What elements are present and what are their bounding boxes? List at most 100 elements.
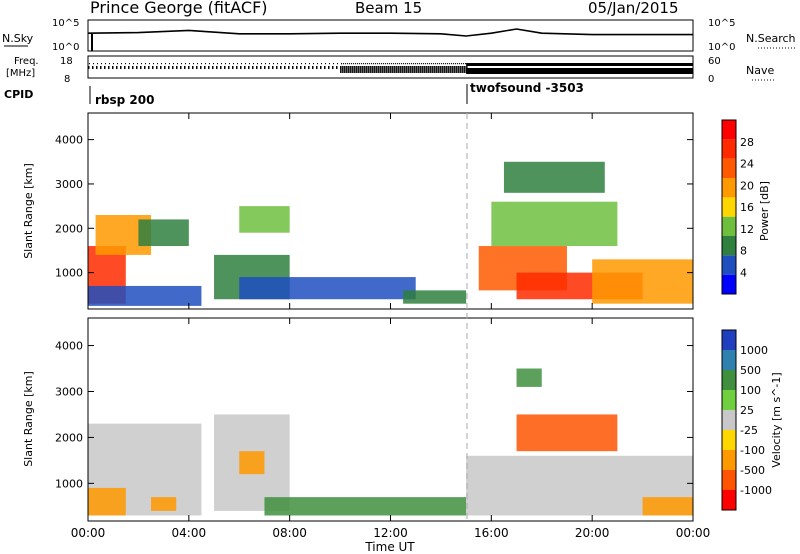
nave-point [181,63,182,65]
nave-point [161,63,162,65]
nave-point [423,63,425,65]
nave-point [201,63,202,65]
nave-point [165,63,166,65]
nave-point [297,63,298,65]
colorbar-swatch [722,490,736,510]
nave-point [393,63,395,65]
data-region [491,201,618,247]
nsearch-label: N.Search [746,32,796,45]
nave-point [417,63,419,65]
y-tick-label: 1000 [55,267,83,280]
nave-point [245,63,246,65]
colorbar-swatch [722,236,736,256]
colorbar-tick-label: -25 [740,424,758,437]
x-tick-label: 12:00 [373,526,408,540]
velocity-y-label: Slant Range [km] [22,371,35,467]
power-y-label: Slant Range [km] [22,163,35,259]
colorbar-tick-label: 100 [740,384,761,397]
nave-point [133,63,134,65]
nave-point [337,63,338,65]
freq-point [168,66,170,69]
freq-point [92,66,94,69]
freq-point [156,66,158,69]
freq-point [256,66,258,69]
nave-point [443,63,445,65]
freq-point [272,66,274,69]
nave-point [153,63,154,65]
data-region [239,206,290,233]
freq-point [458,66,460,73]
nave-point [385,63,387,65]
nave-point [403,63,405,65]
freq-point [452,66,454,73]
freq-point [362,66,364,73]
freq-point [350,66,352,73]
nave-point [457,63,459,65]
freq-point [340,66,342,73]
nave-point [413,63,415,65]
colorbar-tick-label: 4 [740,266,747,279]
nave-point [149,63,150,65]
power-heatmap [88,161,693,306]
freq-point [324,66,326,69]
freq-point [456,66,458,73]
nave-point [447,63,449,65]
nave-point [285,63,286,65]
freq-point [116,66,118,69]
freq-point [188,66,190,69]
freq-point [304,66,306,69]
nsearch-tick-bottom: 10^0 [708,42,735,53]
freq-point [108,66,110,69]
colorbar-swatch [722,410,736,430]
nave-point [157,63,158,65]
cpid-label: CPID [4,88,33,101]
nave-point [101,63,102,65]
nave-point [351,63,353,65]
velocity-colorbar-label: Velocity [m s^-1] [770,372,783,467]
freq-nave-series [88,63,693,74]
freq-point [400,66,402,73]
nave-point [373,63,375,65]
freq-point [276,66,278,69]
nave-point [425,63,427,65]
freq-tick-top: 18 [60,56,73,67]
freq-point [284,66,286,69]
nave-point [125,63,126,65]
freq-point [408,66,410,73]
freq-point [332,66,334,69]
nave-point [415,63,417,65]
freq-band [466,68,693,71]
nave-point [325,63,326,65]
cpid-segment-2: twofsound -3503 [470,81,584,95]
data-region [88,487,126,516]
time-axis: 00:00 04:00 08:00 12:00 16:00 20:00 00:00 [71,113,710,540]
nave-point [377,63,379,65]
nave-point [437,63,439,65]
nave-point [217,63,218,65]
nsky-tick-top: 10^5 [52,18,79,29]
nave-point [371,63,373,65]
freq-point [464,66,466,73]
nave-point [117,63,118,65]
nave-point [341,63,343,65]
nave-point [229,63,230,65]
freq-point [152,66,154,69]
nave-point [137,63,138,65]
freq-point [280,66,282,69]
freq-point [96,66,98,69]
freq-point [288,66,290,69]
freq-point [424,66,426,73]
freq-point [308,66,310,69]
freq-point [228,66,230,69]
data-region [138,219,189,247]
colorbar-swatch [722,139,736,159]
freq-point [140,66,142,69]
nave-point [313,63,314,65]
x-tick-label: 20:00 [575,526,610,540]
nave-point [345,63,347,65]
colorbar-swatch [722,197,736,217]
nave-point [301,63,302,65]
nave-point [113,63,114,65]
nave-point [395,63,397,65]
nave-point [329,63,330,65]
